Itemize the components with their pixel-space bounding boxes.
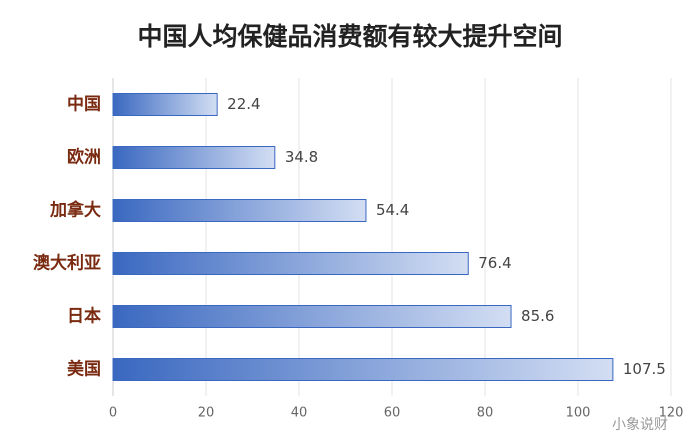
category-label: 日本	[67, 306, 101, 327]
x-tick-label: 100	[566, 406, 591, 421]
value-label: 76.4	[478, 254, 511, 272]
x-tick-label: 40	[291, 406, 308, 421]
category-label: 加拿大	[49, 200, 101, 221]
watermark: 小象说财	[612, 417, 668, 433]
category-label: 欧洲	[67, 147, 101, 168]
bar	[112, 93, 218, 116]
value-label: 54.4	[376, 201, 409, 219]
bar	[112, 199, 367, 222]
bar	[112, 146, 276, 169]
category-label: 澳大利亚	[33, 253, 101, 274]
x-tick-label: 60	[384, 406, 401, 421]
value-label: 34.8	[285, 148, 318, 166]
category-label: 美国	[67, 359, 101, 380]
x-tick-label: 120	[659, 406, 684, 421]
chart-title: 中国人均保健品消费额有较大提升空间	[137, 22, 562, 51]
x-tick-label: 80	[477, 406, 494, 421]
bar	[112, 305, 512, 328]
category-label: 中国	[67, 94, 101, 115]
x-tick-label: 0	[109, 406, 117, 421]
value-label: 107.5	[623, 360, 666, 378]
value-label: 22.4	[227, 95, 260, 113]
value-label: 85.6	[521, 307, 554, 325]
bar	[112, 252, 469, 275]
x-tick-label: 20	[198, 406, 215, 421]
bar	[112, 358, 614, 381]
